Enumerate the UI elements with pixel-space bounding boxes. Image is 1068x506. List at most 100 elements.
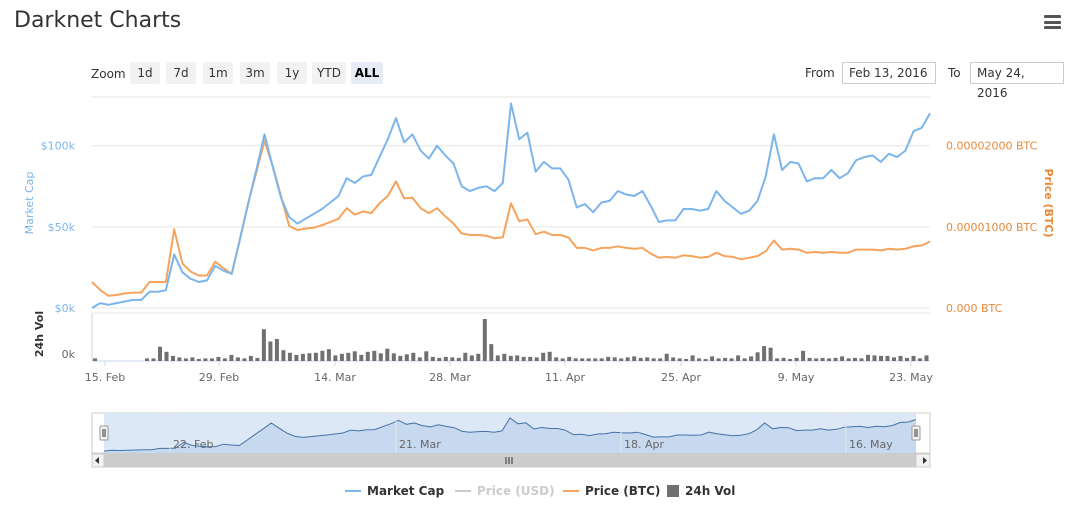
legend-item-24h-vol[interactable]: 24h Vol bbox=[667, 483, 735, 499]
volume-bar bbox=[515, 355, 520, 361]
zoom-button-1y[interactable]: 1y bbox=[277, 62, 307, 84]
volume-bar bbox=[268, 341, 273, 361]
volume-bar bbox=[846, 358, 851, 361]
volume-bar bbox=[905, 357, 909, 361]
volume-bar bbox=[677, 358, 682, 361]
legend-symbol bbox=[455, 490, 471, 492]
volume-bar bbox=[385, 348, 390, 361]
right-axis-tick-label: 0.00002000 BTC bbox=[946, 140, 1038, 153]
left-axis-tick-label: $50k bbox=[48, 221, 76, 234]
volume-bar bbox=[755, 352, 760, 361]
volume-bar bbox=[411, 352, 416, 361]
scroll-right-arrow-icon[interactable] bbox=[923, 457, 927, 464]
volume-bar bbox=[248, 355, 253, 361]
volume-bar bbox=[391, 353, 396, 361]
page-title: Darknet Charts bbox=[14, 8, 182, 33]
volume-bar bbox=[93, 358, 97, 361]
zoom-button-1m[interactable]: 1m bbox=[203, 62, 233, 84]
volume-bar bbox=[404, 354, 409, 361]
volume-bar bbox=[158, 346, 162, 361]
volume-bar bbox=[365, 351, 370, 361]
x-axis-tick-label: 28. Mar bbox=[429, 371, 471, 384]
volume-bar bbox=[820, 357, 825, 361]
volume-bar bbox=[255, 357, 260, 361]
volume-bar bbox=[918, 358, 922, 361]
x-axis-tick-label: 14. Mar bbox=[314, 371, 356, 384]
volume-bar bbox=[625, 357, 630, 361]
price-btc-series-line bbox=[91, 139, 931, 297]
volume-bar bbox=[534, 357, 539, 361]
volume-bar bbox=[866, 354, 870, 361]
volume-bar bbox=[378, 353, 383, 361]
volume-bar bbox=[898, 355, 903, 361]
left-axis-title: Market Cap bbox=[23, 172, 36, 235]
volume-bar bbox=[749, 356, 754, 361]
legend-symbol bbox=[667, 485, 679, 497]
zoom-button-ytd[interactable]: YTD bbox=[312, 62, 346, 84]
legend-symbol bbox=[563, 490, 579, 492]
volume-bar bbox=[502, 353, 507, 361]
x-axis-tick-label: 9. May bbox=[778, 371, 815, 384]
navigator-line bbox=[103, 417, 917, 452]
scroll-left-arrow-icon[interactable] bbox=[95, 457, 99, 464]
volume-bar bbox=[242, 358, 247, 361]
legend-item-price-btc[interactable]: Price (BTC) bbox=[563, 483, 660, 499]
volume-bar bbox=[437, 357, 442, 361]
navigator-right-handle[interactable] bbox=[911, 425, 921, 441]
volume-bar bbox=[417, 357, 422, 361]
volume-bar bbox=[541, 352, 546, 361]
volume-bar bbox=[833, 357, 838, 361]
navigator-area bbox=[104, 418, 916, 453]
volume-bar bbox=[430, 356, 435, 361]
scrollbar-thumb[interactable] bbox=[103, 454, 917, 467]
range-from-input[interactable]: Feb 13, 2016 bbox=[842, 62, 936, 84]
volume-bar bbox=[495, 355, 500, 361]
volume-bar bbox=[482, 319, 487, 361]
zoom-button-3m[interactable]: 3m bbox=[240, 62, 270, 84]
volume-bar bbox=[827, 358, 832, 361]
volume-bar bbox=[333, 355, 338, 361]
volume-bar bbox=[359, 354, 364, 361]
volume-bar bbox=[606, 356, 611, 361]
navigator-left-handle[interactable] bbox=[99, 425, 109, 441]
legend-item-price-usd[interactable]: Price (USD) bbox=[455, 483, 555, 499]
legend-label: 24h Vol bbox=[685, 484, 736, 498]
volume-bar bbox=[229, 354, 234, 361]
x-axis-tick-label: 15. Feb bbox=[85, 371, 125, 384]
volume-bar bbox=[560, 358, 565, 361]
zoom-button-1d[interactable]: 1d bbox=[130, 62, 160, 84]
x-axis-tick-label: 25. Apr bbox=[661, 371, 701, 384]
zoom-button-all[interactable]: ALL bbox=[351, 62, 383, 84]
volume-bar bbox=[274, 339, 279, 361]
legend-symbol bbox=[345, 490, 361, 492]
range-to-input[interactable]: May 24, 2016 bbox=[970, 62, 1064, 100]
volume-bar bbox=[326, 349, 331, 361]
volume-bar bbox=[729, 358, 734, 361]
volume-bar bbox=[736, 355, 741, 361]
volume-bar bbox=[547, 351, 552, 361]
volume-bar bbox=[710, 356, 715, 361]
volume-bar bbox=[801, 350, 806, 361]
volume-bar bbox=[171, 355, 175, 361]
volume-bar bbox=[573, 358, 578, 361]
volume-bar bbox=[352, 351, 357, 361]
navigator-tick-label: 16. May bbox=[849, 438, 893, 451]
navigator-tick-label: 22. Feb bbox=[173, 438, 213, 451]
volume-bar bbox=[521, 356, 526, 361]
volume-bar bbox=[690, 355, 695, 361]
volume-bar bbox=[762, 346, 767, 361]
volume-bar bbox=[281, 350, 286, 361]
hamburger-menu-icon[interactable] bbox=[1044, 15, 1061, 29]
zoom-button-7d[interactable]: 7d bbox=[166, 62, 196, 84]
volume-bar bbox=[151, 358, 156, 361]
volume-bar bbox=[320, 350, 325, 361]
volume-bar bbox=[567, 356, 572, 361]
volume-bar bbox=[593, 358, 598, 361]
volume-bar bbox=[164, 351, 169, 361]
volume-bar bbox=[209, 358, 214, 361]
volume-bar bbox=[619, 358, 624, 361]
volume-bar bbox=[294, 354, 299, 361]
volume-bar bbox=[372, 350, 377, 361]
legend-item-market-cap[interactable]: Market Cap bbox=[345, 483, 444, 499]
volume-bar bbox=[840, 356, 845, 361]
